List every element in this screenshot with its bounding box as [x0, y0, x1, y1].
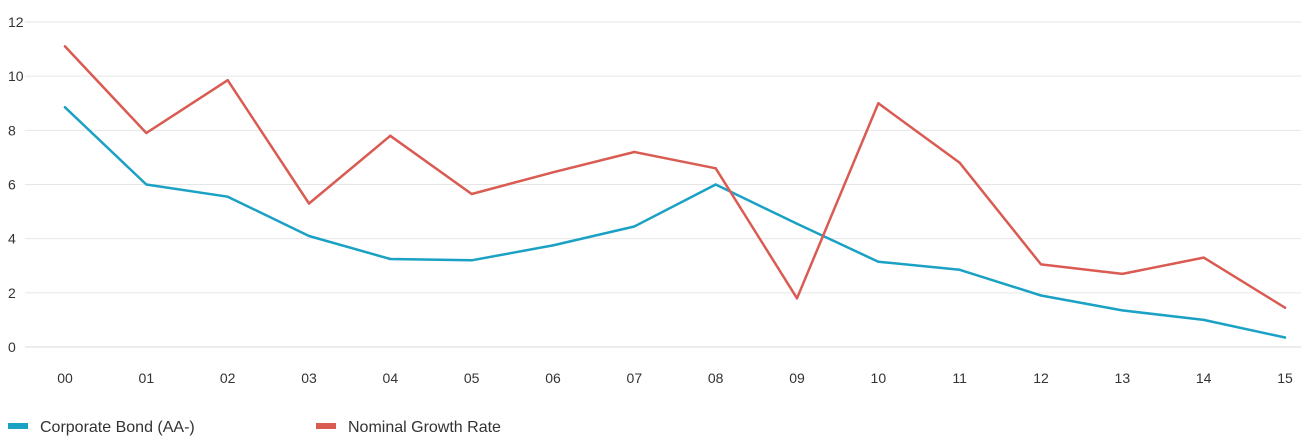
data-point — [714, 167, 717, 170]
data-point — [226, 195, 229, 198]
chart-legend: Corporate Bond (AA-) Nominal Growth Rate — [8, 419, 501, 436]
x-tick-label: 06 — [545, 370, 561, 386]
x-tick-label: 13 — [1115, 370, 1131, 386]
legend-label-1: Corporate Bond (AA-) — [40, 419, 195, 436]
x-tick-label: 02 — [220, 370, 236, 386]
legend-label-2: Nominal Growth Rate — [348, 419, 501, 436]
y-tick-label: 10 — [8, 68, 24, 84]
data-point — [389, 257, 392, 261]
data-point — [226, 79, 229, 82]
x-axis: 00 01 02 03 04 05 06 07 08 09 10 11 12 13 14 15 — [57, 370, 1293, 386]
x-tick-label: 12 — [1033, 370, 1049, 386]
data-point — [877, 102, 880, 105]
data-point — [63, 45, 67, 48]
legend-swatch-1 — [8, 423, 28, 429]
x-tick-label: 10 — [871, 370, 887, 386]
x-tick-label: 00 — [57, 370, 73, 386]
data-point — [1283, 306, 1287, 309]
data-point — [307, 234, 311, 238]
data-point — [714, 183, 717, 186]
y-tick-label: 12 — [8, 14, 24, 30]
data-point — [145, 183, 148, 186]
data-point — [1283, 336, 1287, 339]
y-tick-label: 0 — [8, 339, 16, 355]
data-point — [551, 171, 555, 174]
data-point — [307, 202, 311, 205]
x-tick-label: 14 — [1196, 370, 1212, 386]
data-point — [877, 260, 880, 263]
data-point — [1039, 294, 1043, 297]
x-tick-label: 09 — [789, 370, 805, 386]
x-tick-label: 01 — [139, 370, 155, 386]
chart-series — [63, 45, 1287, 339]
data-point — [958, 161, 961, 165]
x-tick-label: 03 — [301, 370, 317, 386]
data-point — [633, 150, 636, 154]
data-point — [63, 106, 67, 109]
chart-grid — [25, 21, 1301, 348]
data-point — [958, 268, 961, 272]
y-tick-label: 8 — [8, 122, 16, 138]
data-point — [795, 297, 799, 300]
series-line-1 — [63, 106, 1287, 339]
data-point — [633, 225, 636, 228]
x-tick-label: 08 — [708, 370, 724, 386]
y-tick-label: 2 — [8, 285, 16, 301]
x-tick-label: 15 — [1277, 370, 1293, 386]
data-point — [1121, 272, 1124, 276]
legend-swatch-2 — [316, 423, 336, 429]
data-point — [551, 244, 555, 247]
x-tick-label: 04 — [383, 370, 399, 386]
data-point — [1039, 263, 1043, 266]
data-point — [795, 222, 799, 225]
data-point — [389, 134, 392, 137]
x-tick-label: 07 — [627, 370, 643, 386]
x-tick-label: 05 — [464, 370, 480, 386]
data-point — [1202, 318, 1205, 322]
series-line-2 — [63, 45, 1287, 309]
y-tick-label: 4 — [8, 231, 16, 247]
data-point — [145, 131, 148, 135]
y-tick-label: 6 — [8, 177, 16, 193]
x-tick-label: 11 — [952, 370, 967, 386]
data-point — [1121, 309, 1124, 312]
data-point — [470, 192, 473, 196]
data-point — [1202, 256, 1205, 259]
data-point — [470, 259, 473, 262]
y-axis: 0 2 4 6 8 10 12 — [8, 14, 24, 355]
